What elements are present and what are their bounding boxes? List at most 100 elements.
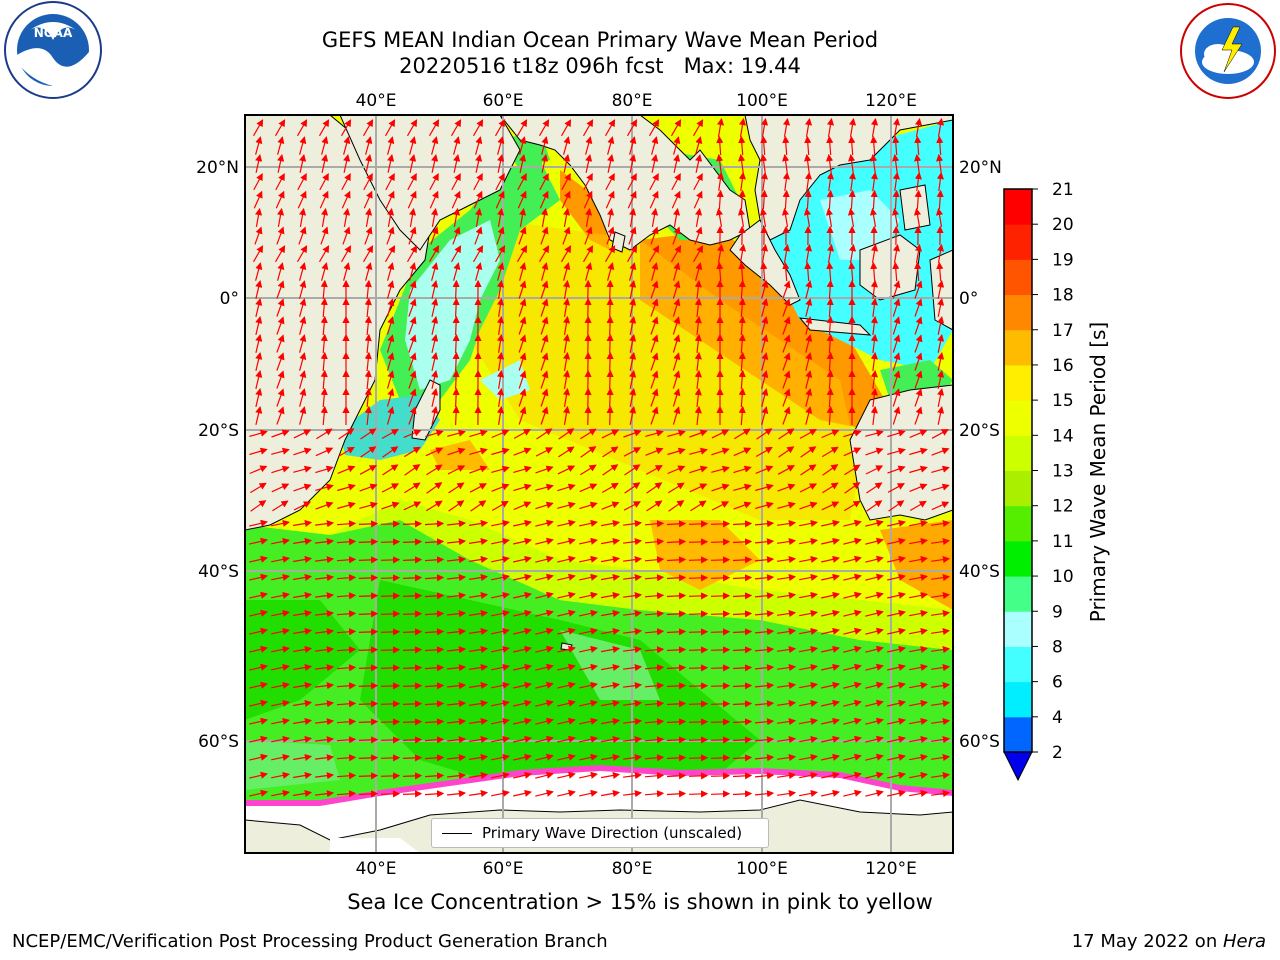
wave-direction-arrow (360, 446, 377, 458)
wave-direction-arrow (732, 754, 753, 762)
wave-direction-arrow (380, 646, 401, 654)
colorbar-segment (1004, 646, 1032, 683)
wave-direction-arrow (650, 388, 659, 407)
wave-direction-arrow (494, 245, 506, 263)
wave-direction-arrow (777, 682, 797, 690)
wave-direction-arrow (469, 789, 489, 798)
wave-direction-arrow (535, 555, 554, 563)
wave-direction-arrow (843, 699, 862, 707)
wave-direction-arrow (496, 333, 505, 353)
wave-direction-arrow (650, 406, 659, 425)
wave-direction-arrow (276, 388, 285, 407)
colorbar-segment (1004, 259, 1032, 296)
wave-direction-arrow (710, 646, 731, 654)
wave-direction-arrow (364, 369, 372, 390)
wave-direction-arrow (782, 117, 791, 137)
wave-direction-arrow (517, 173, 527, 191)
wave-direction-arrow (710, 772, 731, 780)
wave-direction-arrow (738, 117, 747, 137)
wave-direction-arrow (688, 664, 709, 672)
wave-direction-arrow (629, 388, 637, 407)
wave-direction-arrow (491, 591, 510, 599)
wave-direction-arrow (495, 173, 505, 191)
wave-direction-arrow (781, 207, 790, 227)
wave-direction-arrow (623, 556, 643, 564)
wave-direction-arrow (491, 519, 510, 527)
wave-direction-arrow (937, 298, 945, 317)
wave-direction-arrow (299, 154, 307, 173)
wave-direction-arrow (821, 429, 840, 439)
wave-direction-arrow (321, 136, 329, 155)
wave-direction-arrow (605, 173, 615, 191)
colorbar: 2 4 6 8 9 10 11 12 13 14 15 16 17 18 19 20 21 (1003, 180, 1074, 782)
wave-direction-arrow (865, 717, 884, 725)
wave-direction-arrow (321, 262, 329, 281)
wave-direction-arrow (623, 682, 643, 690)
wave-direction-arrow (737, 207, 746, 227)
wave-direction-arrow (628, 226, 637, 245)
wave-direction-arrow (711, 465, 730, 473)
wave-direction-arrow (821, 573, 840, 581)
wave-direction-arrow (384, 119, 396, 137)
wave-direction-arrow (799, 699, 818, 707)
wave-direction-arrow (250, 500, 267, 512)
wave-direction-arrow (276, 370, 285, 389)
wave-direction-arrow (650, 207, 659, 228)
wave-direction-arrow (892, 298, 901, 317)
wave-direction-arrow (583, 190, 593, 209)
wave-direction-arrow (336, 574, 357, 582)
wave-direction-arrow (557, 501, 576, 509)
wave-direction-arrow (491, 573, 510, 581)
wave-direction-arrow (645, 429, 664, 437)
wave-direction-arrow (453, 136, 461, 155)
wave-direction-arrow (271, 555, 290, 563)
wave-direction-arrow (249, 753, 268, 761)
wave-direction-arrow (605, 190, 615, 209)
wave-direction-arrow (299, 352, 307, 371)
wave-direction-arrow (732, 682, 753, 690)
wave-direction-arrow (782, 316, 791, 335)
wave-direction-arrow (843, 447, 862, 457)
wave-direction-arrow (606, 207, 615, 228)
wave-direction-arrow (318, 119, 330, 137)
wave-direction-arrow (364, 279, 372, 300)
lon-tick-top: 120°E (865, 91, 917, 111)
wave-direction-arrow (496, 387, 505, 407)
wave-direction-arrow (298, 226, 307, 245)
wave-direction-arrow (582, 245, 594, 263)
wave-direction-arrow (385, 173, 395, 191)
wave-direction-arrow (732, 610, 753, 618)
wave-direction-arrow (914, 243, 923, 263)
wave-direction-arrow (732, 736, 753, 744)
wave-direction-arrow (936, 243, 945, 263)
wave-direction-arrow (497, 154, 505, 173)
wave-direction-arrow (447, 664, 467, 672)
wave-direction-arrow (738, 279, 746, 300)
wave-direction-arrow (386, 352, 395, 371)
wave-direction-arrow (359, 465, 377, 475)
wave-direction-arrow (541, 154, 549, 173)
colorbar-segment (1004, 576, 1032, 612)
wave-direction-arrow (425, 500, 443, 512)
wave-direction-arrow (491, 627, 510, 635)
wave-direction-arrow (821, 753, 840, 761)
wave-direction-arrow (865, 681, 884, 689)
wave-direction-arrow (380, 592, 401, 600)
wave-direction-arrow (600, 681, 621, 690)
wave-direction-arrow (754, 718, 775, 726)
wave-direction-arrow (513, 573, 532, 581)
lon-tick-top: 80°E (612, 91, 653, 111)
wave-direction-arrow (557, 645, 576, 653)
wave-direction-arrow (909, 465, 928, 474)
colorbar-segment (1004, 435, 1032, 471)
wave-direction-arrow (760, 135, 768, 156)
wave-direction-arrow (666, 610, 687, 618)
wave-direction-arrow (475, 154, 483, 173)
wave-direction-arrow (799, 555, 818, 563)
wave-direction-arrow (315, 736, 335, 744)
wave-direction-arrow (296, 245, 308, 263)
wave-direction-arrow (844, 482, 861, 494)
wave-direction-arrow (255, 280, 263, 299)
colorbar-extend-arrow (1003, 751, 1033, 782)
wave-direction-arrow (425, 447, 444, 457)
